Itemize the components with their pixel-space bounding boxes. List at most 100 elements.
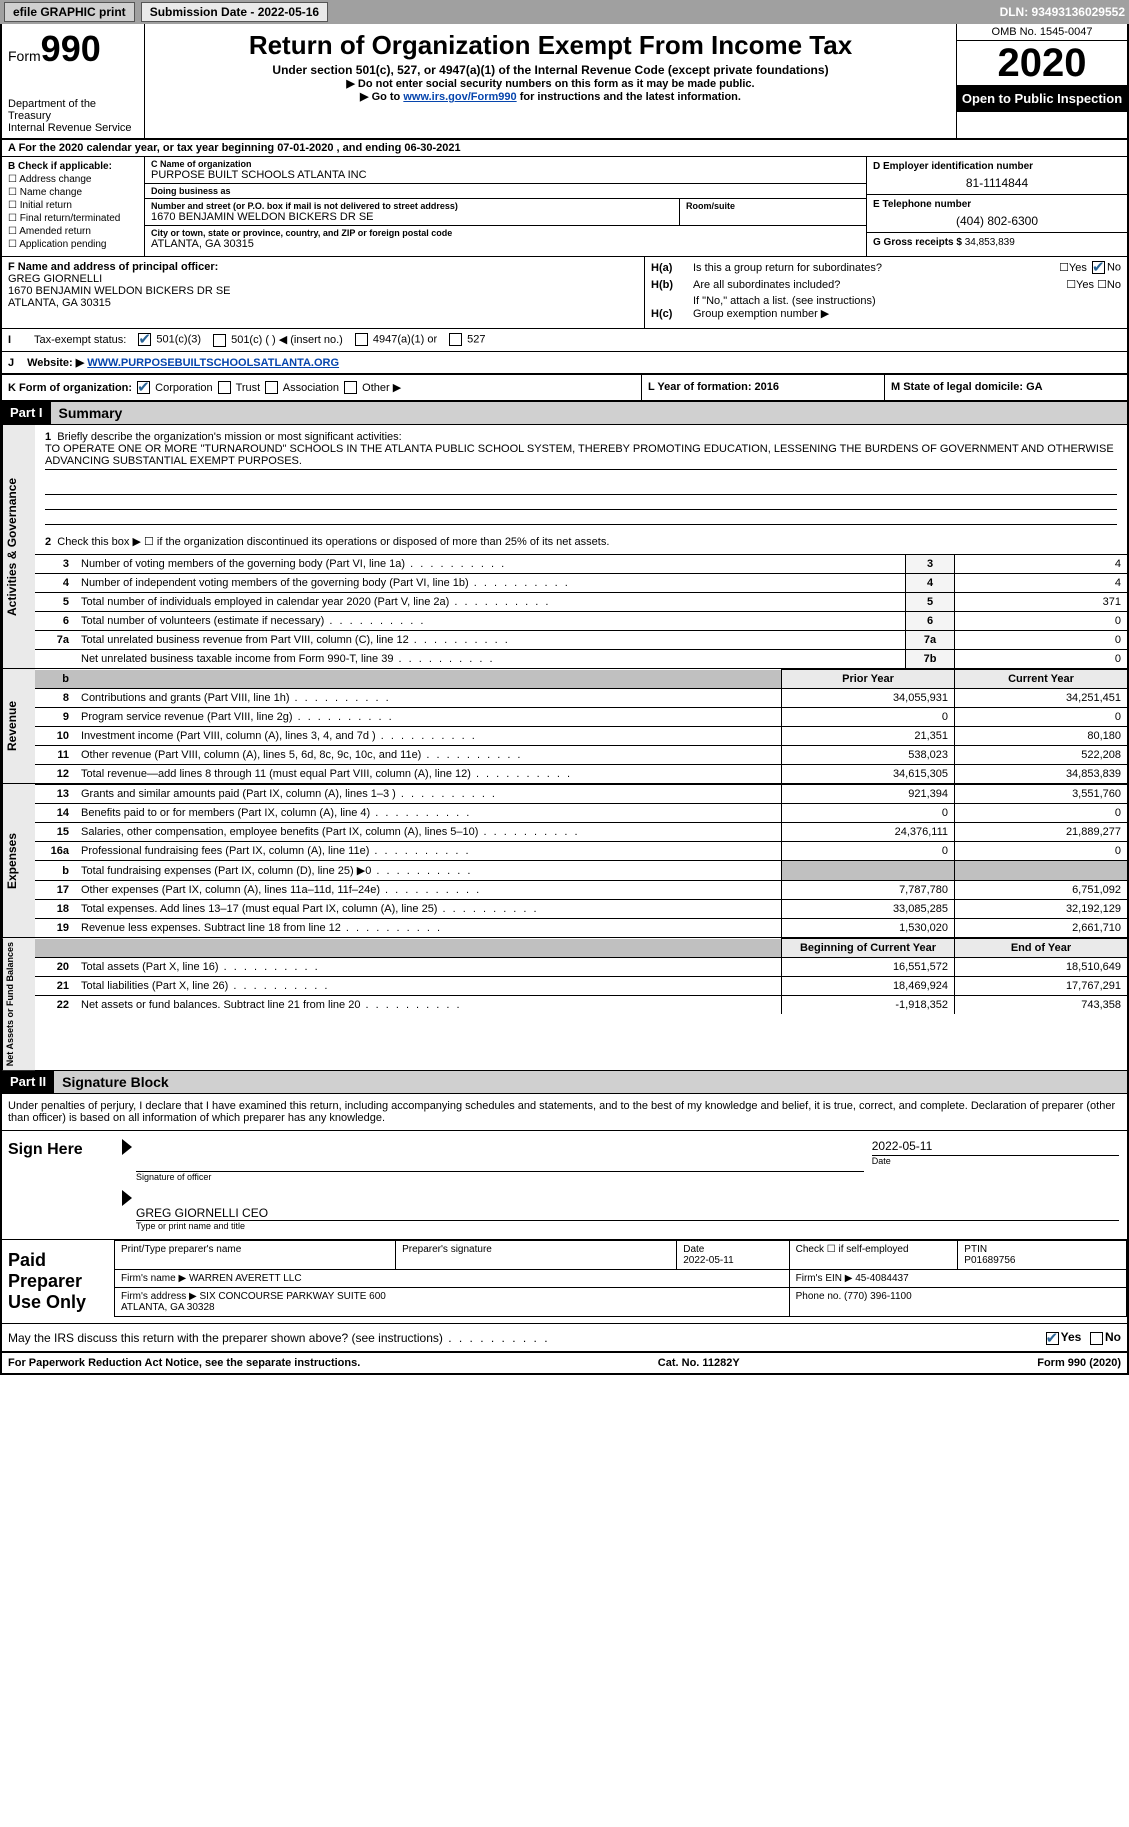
chk-address[interactable]: ☐ Address change [8,174,138,185]
sig-date: 2022-05-11 [872,1139,1119,1156]
ptin-val: P01689756 [964,1255,1015,1266]
ein-val: 81-1114844 [873,176,1121,190]
ha-yes[interactable]: ☐Yes [1059,261,1087,274]
side-expenses: Expenses [2,784,35,937]
org-name: PURPOSE BUILT SCHOOLS ATLANTA INC [151,169,860,181]
form-990: 990 [41,28,101,69]
side-revenue: Revenue [2,669,35,783]
section-h: H(a) Is this a group return for subordin… [644,257,1127,328]
hc-txt: Group exemption number ▶ [693,307,1121,320]
k-corp[interactable]: Corporation [135,382,213,394]
ha-txt: Is this a group return for subordinates? [693,262,1059,274]
exp-table: 13Grants and similar amounts paid (Part … [35,784,1127,937]
sig-officer-lbl: Signature of officer [136,1172,864,1182]
expenses-section: Expenses 13Grants and similar amounts pa… [2,784,1127,938]
opt-name: Name change [20,187,82,198]
j-lbl: Website: ▶ [27,357,84,369]
chk-pending[interactable]: ☐ Application pending [8,239,138,250]
ein-lbl: Firm's EIN ▶ [796,1273,853,1284]
note2-pre: ▶ Go to [360,91,403,103]
hb-no[interactable]: ☐No [1097,278,1121,291]
table-row: 13Grants and similar amounts paid (Part … [35,785,1127,804]
k-assoc-lbl: Association [283,382,339,394]
k-left: K Form of organization: Corporation Trus… [2,375,641,401]
footer-right: Form 990 (2020) [1037,1357,1121,1369]
ha-no[interactable]: No [1090,261,1121,274]
k-trust[interactable]: Trust [216,382,261,394]
form-header: Form990 Department of the Treasury Inter… [2,24,1127,140]
table-row: 6Total number of volunteers (estimate if… [35,612,1127,631]
opt-amended: Amended return [19,226,91,237]
i-527[interactable]: 527 [447,333,485,346]
hb-yes[interactable]: ☐Yes [1066,278,1094,291]
sign-here-lbl: Sign Here [2,1131,114,1239]
table-row: Net unrelated business taxable income fr… [35,650,1127,669]
tax-year: 2020 [957,41,1127,85]
chk-name[interactable]: ☐ Name change [8,187,138,198]
phone-val: (770) 396-1100 [844,1291,912,1302]
section-bcde: B Check if applicable: ☐ Address change … [2,157,1127,257]
k-assoc[interactable]: Association [263,382,339,394]
officer-typed-lbl: Type or print name and title [136,1221,1119,1231]
website-link[interactable]: WWW.PURPOSEBUILTSCHOOLSATLANTA.ORG [87,357,339,369]
line1-lbl: Briefly describe the organization's miss… [57,431,401,443]
table-row: 18Total expenses. Add lines 13–17 (must … [35,900,1127,919]
form-number: Form990 [8,28,138,70]
table-row: 10Investment income (Part VIII, column (… [35,727,1127,746]
i-4947[interactable]: 4947(a)(1) or [353,333,437,346]
hdr-blank [75,670,782,689]
efile-btn[interactable]: efile GRAPHIC print [4,2,135,22]
blank1 [45,480,1117,495]
footer-mid: Cat. No. 11282Y [658,1357,740,1369]
firm-phone-cell: Phone no. (770) 396-1100 [789,1288,1126,1317]
paid-table: Print/Type preparer's name Preparer's si… [114,1240,1127,1317]
o4-lbl: 527 [467,334,485,346]
form-note2: ▶ Go to www.irs.gov/Form990 for instruct… [153,90,948,103]
section-b: B Check if applicable: ☐ Address change … [2,157,145,256]
table-row: 11Other revenue (Part VIII, column (A), … [35,746,1127,765]
section-f: F Name and address of principal officer:… [2,257,644,328]
part-ii-tag: Part II [2,1071,54,1093]
e-lbl: E Telephone number [873,199,1121,210]
chk-initial[interactable]: ☐ Initial return [8,200,138,211]
ptin-lbl: PTIN [964,1244,987,1255]
part-ii-header: Part II Signature Block [2,1071,1127,1094]
k-other[interactable]: Other ▶ [342,382,401,394]
i-501c[interactable]: 501(c) ( ) ◀ (insert no.) [211,333,343,347]
table-row: 22Net assets or fund balances. Subtract … [35,996,1127,1015]
arrow-icon [122,1139,132,1155]
section-fh: F Name and address of principal officer:… [2,257,1127,329]
open-to-public: Open to Public Inspection [957,85,1127,112]
b-label: B Check if applicable: [8,161,138,172]
hdr-end: End of Year [955,939,1128,958]
l-year: L Year of formation: 2016 [641,375,884,401]
discuss-yes[interactable]: Yes [1044,1330,1082,1344]
d-lbl: D Employer identification number [873,161,1121,172]
revenue-section: Revenue b Prior Year Current Year 8Contr… [2,669,1127,784]
k-lbl: K Form of organization: [8,382,132,394]
c-name-lbl: C Name of organization [151,159,860,169]
netassets-section: Net Assets or Fund Balances Beginning of… [2,938,1127,1071]
sig-line[interactable] [136,1155,864,1172]
paid-preparer-row: Paid Preparer Use Only Print/Type prepar… [2,1239,1127,1323]
gross-receipts: 34,853,839 [965,237,1015,248]
i-501c3[interactable]: 501(c)(3) [136,333,201,346]
table-row: 9Program service revenue (Part VIII, lin… [35,708,1127,727]
side-governance: Activities & Governance [2,425,35,668]
p-date-val: 2022-05-11 [683,1255,733,1266]
part-i-title: Summary [51,402,1127,424]
form-subtitle: Under section 501(c), 527, or 4947(a)(1)… [153,63,948,77]
table-row: 15Salaries, other compensation, employee… [35,823,1127,842]
irs-link[interactable]: www.irs.gov/Form990 [403,91,516,103]
declaration: Under penalties of perjury, I declare th… [2,1094,1127,1130]
hdr-curr: Current Year [955,670,1128,689]
p-self-cell[interactable]: Check ☐ if self-employed [789,1241,958,1270]
chk-final[interactable]: ☐ Final return/terminated [8,213,138,224]
hb-key: H(b) [651,279,687,291]
table-row: 21Total liabilities (Part X, line 26)18,… [35,977,1127,996]
table-row: 12Total revenue—add lines 8 through 11 (… [35,765,1127,784]
street-val: 1670 BENJAMIN WELDON BICKERS DR SE [151,211,673,223]
rev-table: b Prior Year Current Year 8Contributions… [35,669,1127,783]
chk-amended[interactable]: ☐ Amended return [8,226,138,237]
discuss-no[interactable]: No [1088,1330,1121,1344]
